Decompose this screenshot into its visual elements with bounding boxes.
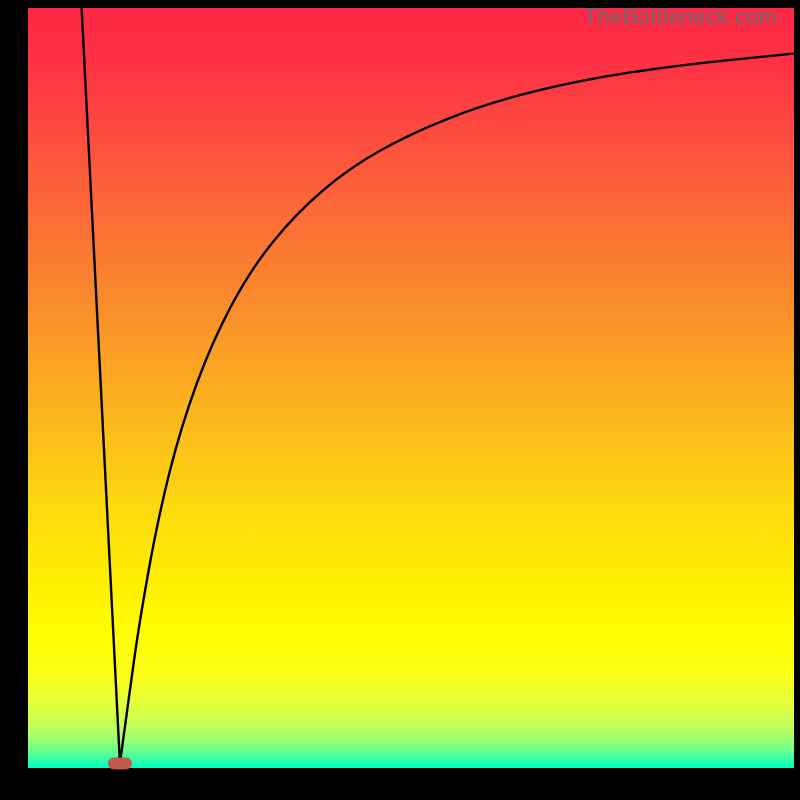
chart-frame: TheBottleneck.com	[0, 0, 800, 800]
watermark-text: TheBottleneck.com	[584, 4, 777, 30]
plot-background	[28, 8, 794, 768]
bottleneck-chart	[0, 0, 800, 800]
optimal-point-marker	[108, 757, 132, 769]
